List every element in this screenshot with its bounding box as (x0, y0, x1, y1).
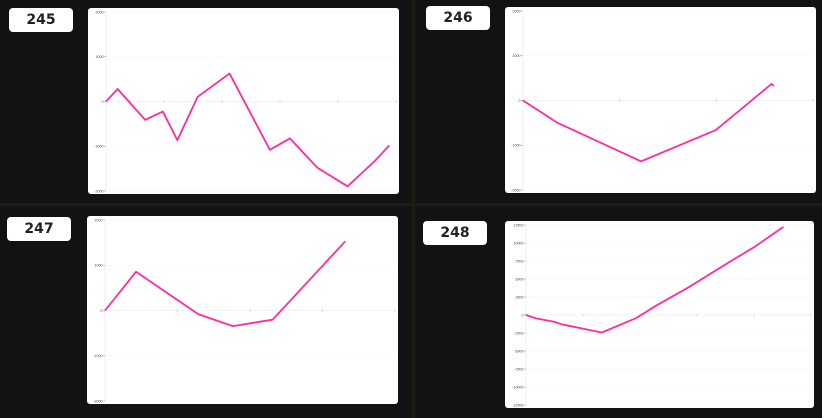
data-point (553, 321, 555, 323)
data-point (782, 226, 784, 228)
data-point (535, 317, 537, 319)
y-tick-label: 5000 (516, 277, 524, 281)
y-tick-label: 0 (519, 99, 521, 103)
data-point (525, 314, 527, 316)
chart-card-246: 2000 1000 0 -1000 -2000 (505, 7, 816, 193)
data-point (772, 85, 775, 87)
y-tick-label: -2000 (511, 188, 520, 192)
data-point (344, 240, 346, 243)
y-tick-label: 2000 (95, 218, 103, 222)
data-point (135, 271, 137, 273)
data-point (522, 99, 524, 102)
chart-card-248: 12500 10000 7500 5000 2500 0 -2500 -5000 -7500 -1… (505, 221, 814, 408)
data-point (561, 323, 563, 326)
series-line (104, 240, 346, 328)
panel-divider-vertical (412, 0, 415, 418)
y-tick-label: -1000 (94, 145, 103, 149)
data-point (289, 137, 291, 140)
data-point (715, 129, 717, 131)
data-point (104, 309, 106, 312)
y-tick-label: 12500 (514, 223, 524, 227)
y-tick-label: -12500 (512, 403, 523, 407)
y-tick-label: 0 (522, 313, 524, 317)
chart-247: 2000 1000 0 -1000 -2000 (93, 218, 396, 403)
y-tick-label: 10000 (514, 241, 524, 245)
chart-label-247: 247 (7, 217, 71, 241)
data-point (346, 185, 349, 187)
data-point (388, 144, 390, 147)
chart-248: 12500 10000 7500 5000 2500 0 -2500 -5000 -7500 -1… (512, 223, 812, 407)
data-point (655, 304, 657, 307)
data-point (635, 317, 637, 319)
chart-card-247: 2000 1000 0 -1000 -2000 (87, 216, 398, 404)
chart-label-248: 248 (423, 221, 487, 245)
data-point (601, 331, 603, 334)
data-point (176, 139, 178, 141)
data-point (144, 119, 146, 121)
data-point (162, 110, 164, 113)
data-point (770, 83, 773, 85)
data-point (269, 149, 271, 151)
data-point (640, 160, 642, 162)
data-point (117, 88, 119, 90)
y-tick-label: 7500 (516, 259, 524, 263)
y-tick-label: 1000 (96, 55, 104, 59)
data-point (197, 96, 199, 98)
data-point (197, 313, 199, 315)
chart-label-245: 245 (9, 8, 73, 32)
y-tick-label: 2000 (96, 10, 104, 14)
y-tick-label: 2500 (516, 295, 524, 299)
y-tick-label: -1000 (511, 144, 520, 148)
series-line (522, 83, 775, 163)
chart-245: 2000 1000 0 -1000 -2000 (94, 10, 397, 193)
data-point (272, 319, 274, 321)
series-line (105, 72, 390, 188)
y-tick-label: -10000 (512, 385, 523, 389)
panel-divider-horizontal (0, 203, 822, 206)
chart-card-245: 2000 1000 0 -1000 -2000 (88, 8, 399, 194)
data-point (228, 72, 231, 75)
y-tick-label: -2000 (94, 189, 103, 193)
y-tick-label: -7500 (514, 367, 523, 371)
data-point (232, 325, 234, 327)
chart-label-246: 246 (426, 6, 490, 30)
y-tick-label: -2500 (514, 331, 523, 335)
data-point (105, 100, 107, 103)
y-tick-label: 2000 (513, 9, 521, 13)
data-point (686, 287, 688, 289)
y-tick-label: -5000 (514, 349, 523, 353)
y-tick-label: 1000 (513, 54, 521, 58)
y-tick-label: 0 (102, 100, 104, 104)
chart-246: 2000 1000 0 -1000 -2000 (511, 9, 814, 192)
y-tick-label: -2000 (93, 399, 102, 403)
y-tick-label: 1000 (95, 264, 103, 268)
y-tick-label: 0 (101, 309, 103, 313)
y-tick-label: -1000 (93, 354, 102, 358)
data-point (556, 122, 558, 124)
data-point (754, 246, 756, 248)
data-point (728, 261, 730, 264)
data-point (374, 160, 376, 162)
data-point (316, 167, 319, 169)
